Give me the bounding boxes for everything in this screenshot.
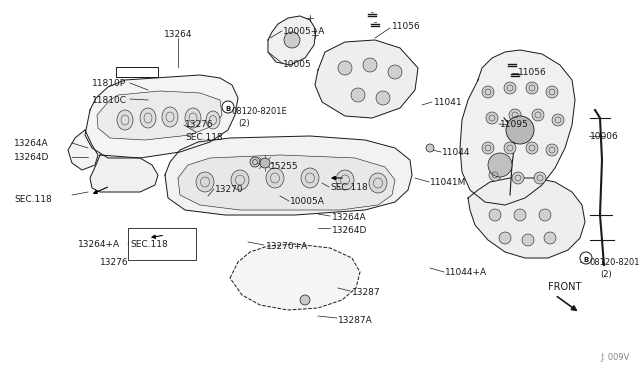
Polygon shape [85,75,238,158]
Text: 11041: 11041 [434,98,463,107]
Polygon shape [165,136,412,215]
Text: 13264D: 13264D [332,226,367,235]
Text: 13264A: 13264A [332,213,367,222]
Ellipse shape [162,107,178,127]
Text: 10006: 10006 [590,132,619,141]
Ellipse shape [196,172,214,192]
Text: 13264: 13264 [164,30,192,39]
Circle shape [552,114,564,126]
Ellipse shape [336,170,354,190]
Circle shape [526,142,538,154]
Circle shape [489,169,501,181]
Circle shape [426,144,434,152]
Circle shape [499,232,511,244]
Circle shape [526,82,538,94]
Text: 13287A: 13287A [338,316,372,325]
Circle shape [544,232,556,244]
Circle shape [260,158,270,168]
Circle shape [482,86,494,98]
Polygon shape [90,155,158,192]
Circle shape [376,91,390,105]
Text: 11044+A: 11044+A [445,268,487,277]
Circle shape [514,209,526,221]
Text: SEC.118: SEC.118 [14,195,52,204]
Text: 11095: 11095 [500,120,529,129]
Text: (2): (2) [600,270,612,279]
Text: 11056: 11056 [392,22,420,31]
Ellipse shape [369,173,387,193]
Circle shape [546,86,558,98]
Text: 08120-8201E: 08120-8201E [232,107,288,116]
Text: SEC.118: SEC.118 [330,183,368,192]
Text: 08120-8201E: 08120-8201E [590,258,640,267]
Text: B: B [225,106,230,112]
Text: B: B [584,257,589,263]
Circle shape [506,116,534,144]
Circle shape [284,32,300,48]
Text: FRONT: FRONT [548,282,581,292]
Circle shape [250,157,260,167]
Polygon shape [268,16,316,65]
Text: J: 009V: J: 009V [600,353,630,362]
Ellipse shape [266,168,284,188]
Ellipse shape [301,168,319,188]
Bar [128,228,196,260]
Text: SEC.118: SEC.118 [185,133,223,142]
Circle shape [388,65,402,79]
Circle shape [546,144,558,156]
Text: 11056: 11056 [518,68,547,77]
Ellipse shape [140,108,156,128]
Text: SEC.118: SEC.118 [130,240,168,249]
Text: 10005: 10005 [283,60,312,69]
Circle shape [534,172,546,184]
Polygon shape [230,244,360,310]
Text: 13270: 13270 [215,185,244,194]
Polygon shape [468,178,585,258]
Circle shape [504,82,516,94]
Circle shape [539,209,551,221]
Circle shape [522,234,534,246]
Text: 13276: 13276 [100,258,129,267]
Circle shape [532,109,544,121]
Text: 11044: 11044 [442,148,470,157]
Circle shape [351,88,365,102]
Bar [116,67,158,77]
Text: 10005+A: 10005+A [283,27,325,36]
Polygon shape [68,130,98,170]
Circle shape [363,58,377,72]
Ellipse shape [231,170,249,190]
Circle shape [488,153,512,177]
Text: 11041M: 11041M [430,178,467,187]
Text: (2): (2) [238,119,250,128]
Circle shape [222,101,234,113]
Circle shape [504,142,516,154]
Circle shape [338,61,352,75]
Circle shape [300,295,310,305]
Circle shape [509,109,521,121]
Ellipse shape [185,108,201,128]
Polygon shape [178,155,395,210]
Text: 10005A: 10005A [290,197,325,206]
Circle shape [512,172,524,184]
Polygon shape [460,50,575,205]
Text: 15255: 15255 [270,162,299,171]
Circle shape [489,209,501,221]
Text: 13287: 13287 [352,288,381,297]
Ellipse shape [206,111,220,129]
Text: 13264A: 13264A [14,139,49,148]
Text: 13270+A: 13270+A [266,242,308,251]
Text: 13264+A: 13264+A [78,240,120,249]
Text: 13276: 13276 [185,120,214,129]
Ellipse shape [117,110,133,130]
Text: 13264D: 13264D [14,153,49,162]
Circle shape [482,142,494,154]
Polygon shape [97,91,222,140]
Circle shape [580,252,592,264]
Polygon shape [315,40,418,118]
Text: 11810P: 11810P [92,79,126,88]
Circle shape [486,112,498,124]
Text: 11810C: 11810C [92,96,127,105]
